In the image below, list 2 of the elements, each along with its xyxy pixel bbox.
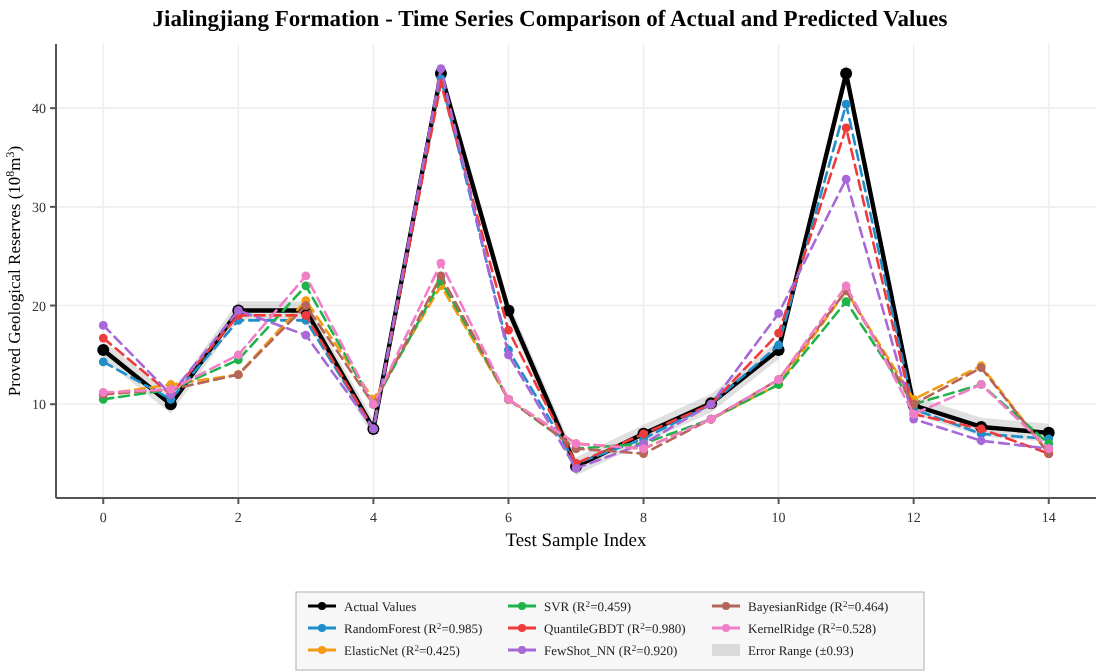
chart-title: Jialingjiang Formation - Time Series Comparison of Actual and Predicted Values xyxy=(152,8,949,32)
x-axis-title: Test Sample Index xyxy=(505,532,648,552)
